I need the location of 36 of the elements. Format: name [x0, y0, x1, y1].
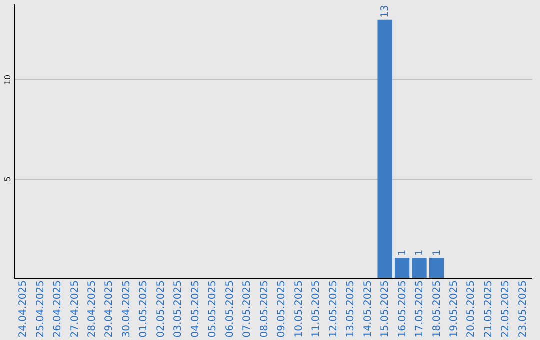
x-tick-label: 22.05.2025 — [500, 280, 512, 338]
x-tick-label: 08.05.2025 — [259, 280, 270, 338]
data-label: 1 — [397, 250, 408, 256]
x-tick-label: 10.05.2025 — [294, 280, 305, 338]
x-tick-label: 28.04.2025 — [87, 280, 98, 338]
y-tick-label: 5 — [4, 176, 12, 182]
x-tick-label: 01.05.2025 — [138, 280, 150, 338]
x-tick-label: 21.05.2025 — [483, 280, 494, 338]
x-tick-label: 27.04.2025 — [70, 280, 81, 338]
x-tick-label: 18.05.2025 — [432, 280, 443, 338]
x-tick-label: 03.05.2025 — [173, 280, 184, 338]
x-tick-label: 09.05.2025 — [276, 280, 288, 338]
x-tick-label: 15.05.2025 — [380, 280, 392, 338]
x-tick-label: 23.05.2025 — [518, 280, 529, 338]
x-tick-label: 20.05.2025 — [466, 280, 478, 338]
x-tick-label: 05.05.2025 — [208, 280, 219, 338]
data-label: 13 — [380, 5, 392, 18]
data-label: 1 — [432, 250, 443, 256]
x-tick-label: 19.05.2025 — [449, 280, 460, 338]
x-tick-label: 26.04.2025 — [52, 280, 64, 338]
x-tick-label: 06.05.2025 — [224, 280, 236, 338]
x-tick-label: 25.04.2025 — [35, 280, 46, 338]
x-tick-label: 17.05.2025 — [414, 280, 426, 338]
x-tick-label: 29.04.2025 — [104, 280, 116, 338]
x-tick-label: 14.05.2025 — [362, 280, 374, 338]
x-tick-label: 12.05.2025 — [328, 280, 340, 338]
x-tick-label: 24.04.2025 — [18, 280, 30, 338]
x-tick-label: 04.05.2025 — [190, 280, 202, 338]
data-label: 1 — [414, 250, 426, 256]
x-tick-label: 07.05.2025 — [242, 280, 254, 338]
y-tick-label: 10 — [4, 74, 12, 86]
x-tick-label: 13.05.2025 — [346, 280, 357, 338]
x-tick-label: 11.05.2025 — [311, 280, 322, 338]
x-tick-label: 02.05.2025 — [156, 280, 167, 338]
x-tick-label: 16.05.2025 — [397, 280, 408, 338]
x-tick-label: 30.04.2025 — [121, 280, 132, 338]
